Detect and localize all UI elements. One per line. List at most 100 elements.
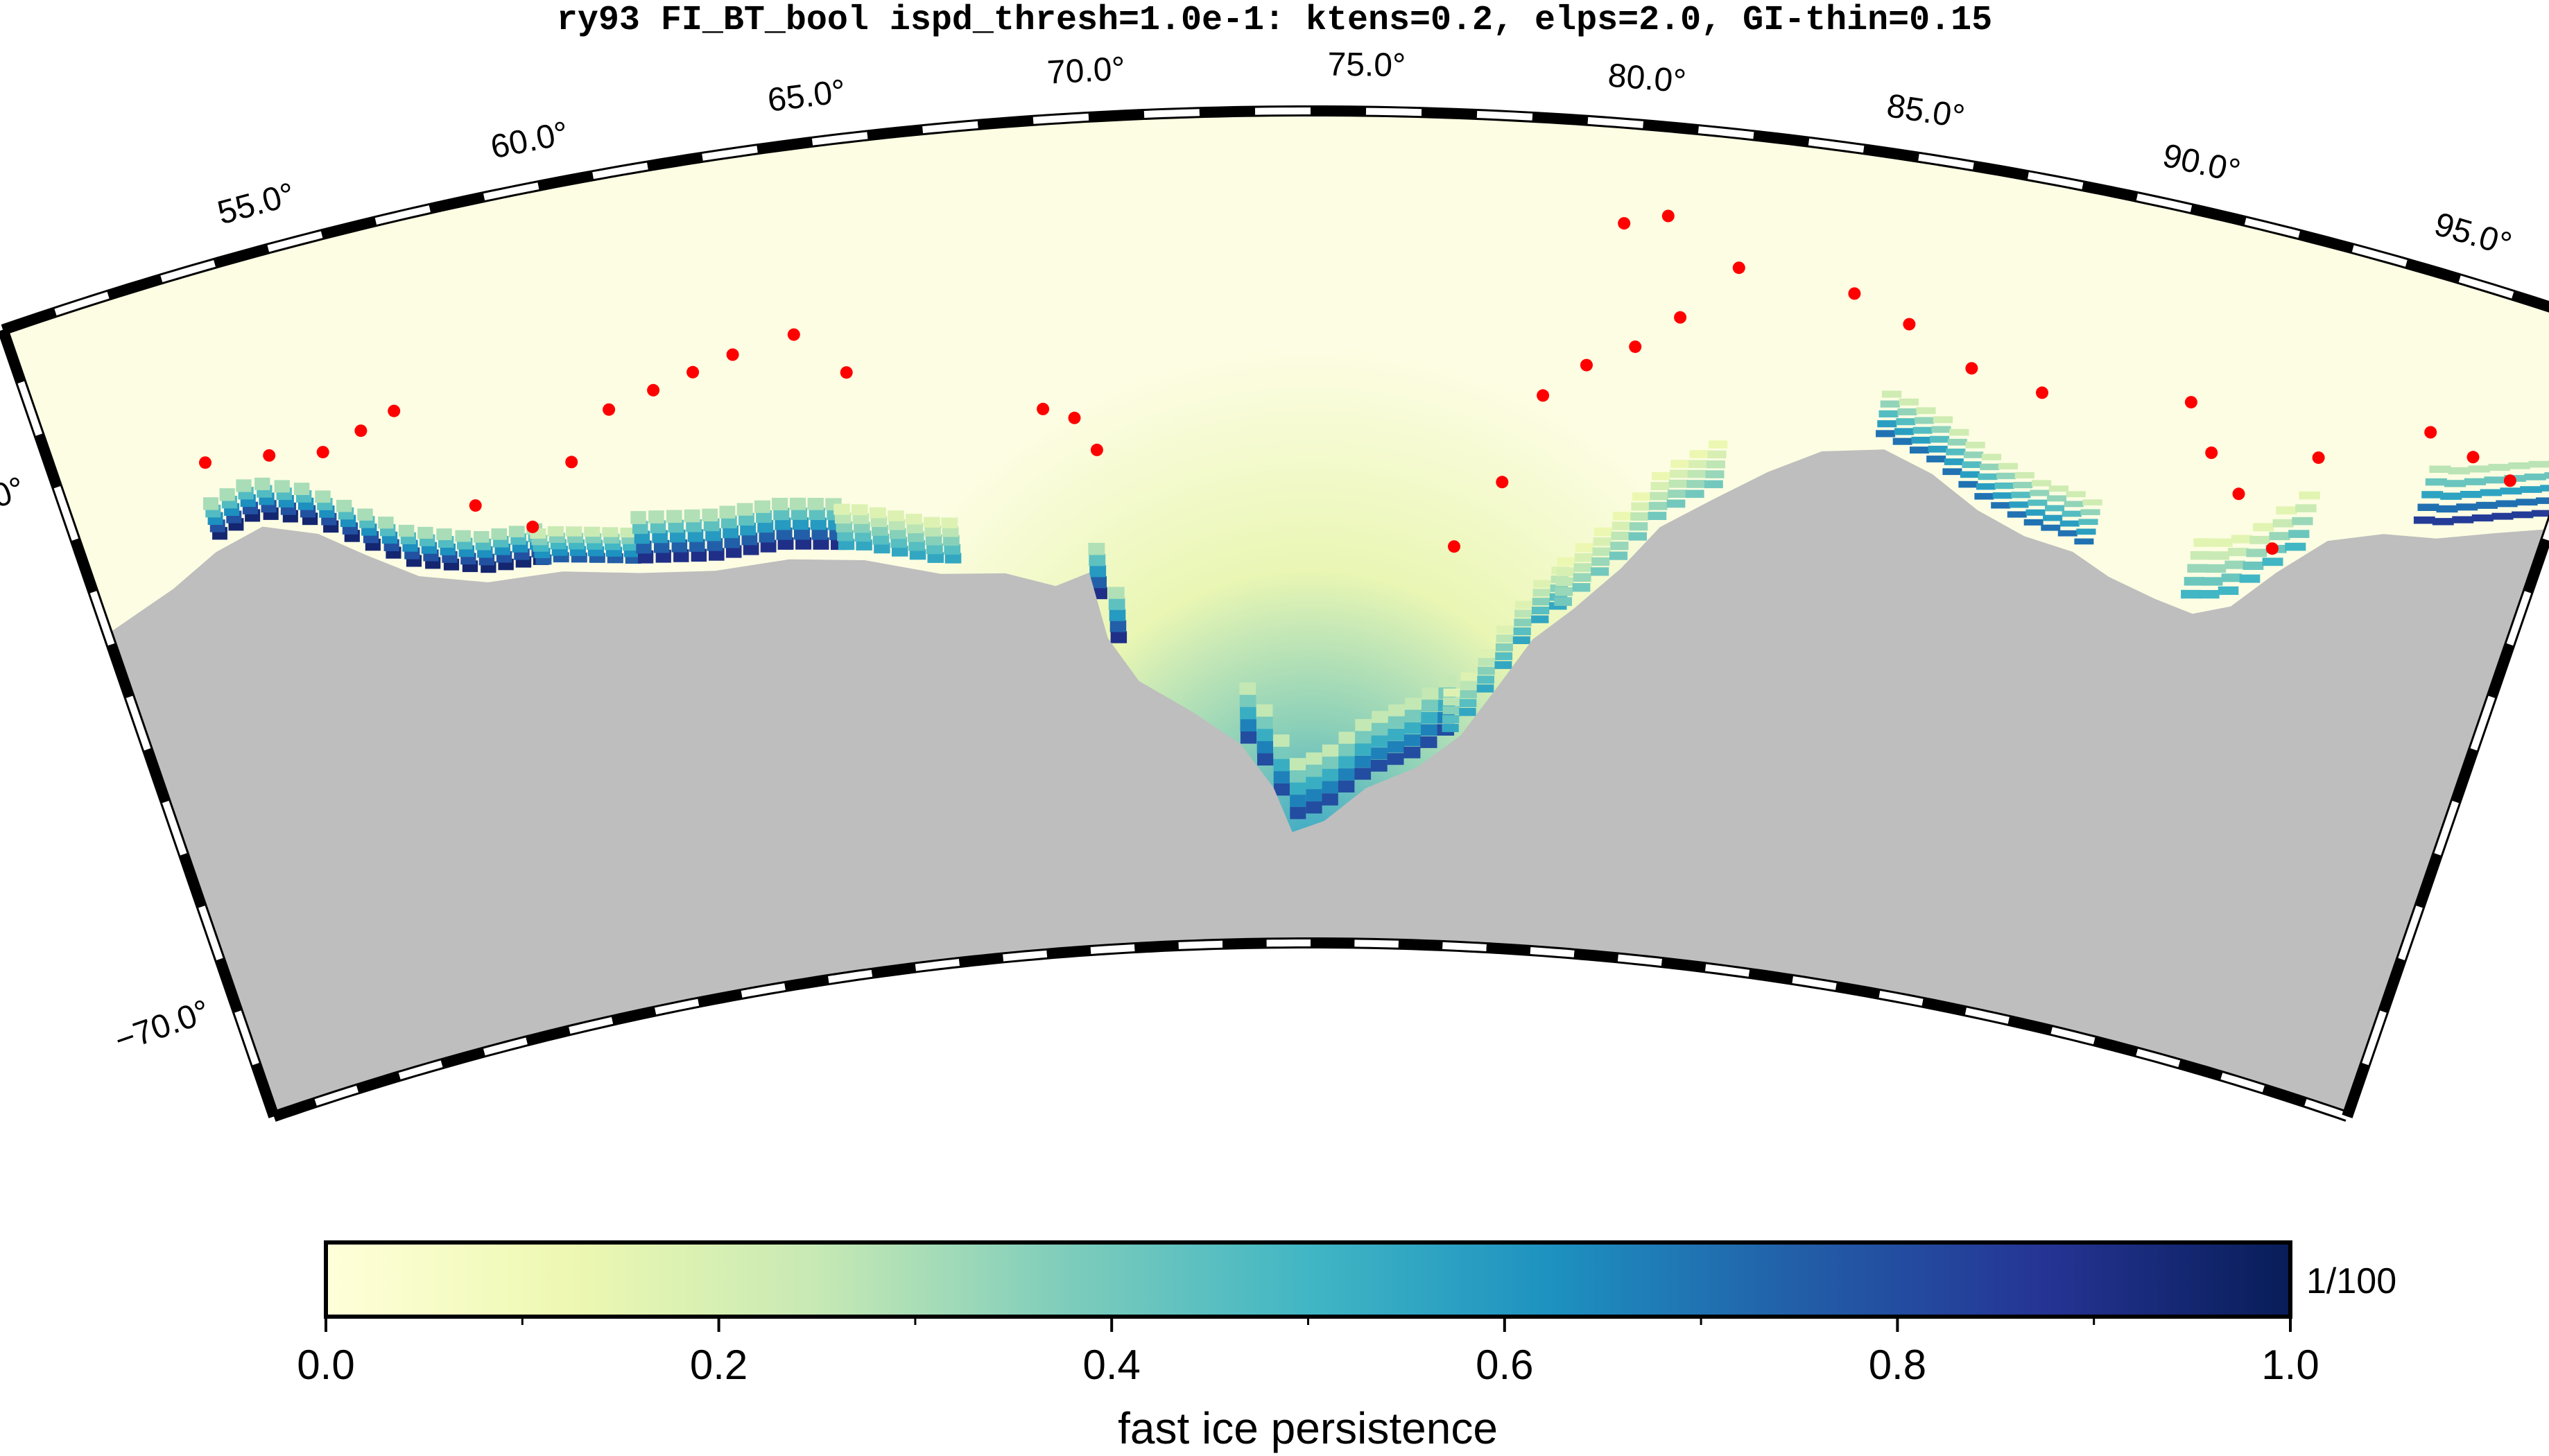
frame-arc-segment <box>273 1099 317 1120</box>
frame-arc-segment <box>1704 964 1750 977</box>
fast-ice-cell <box>2421 491 2444 499</box>
fast-ice-cell <box>2231 535 2252 544</box>
fast-ice-cell <box>1628 532 1647 541</box>
frame-arc-segment <box>1486 944 1531 954</box>
fast-ice-cell <box>1273 771 1290 783</box>
fast-ice-cell <box>1256 729 1273 741</box>
fast-ice-cell <box>1422 687 1440 700</box>
fast-ice-cell <box>2544 472 2549 479</box>
frame-side-segment <box>2344 1063 2369 1118</box>
fast-ice-cell <box>906 522 924 534</box>
fast-ice-cell <box>759 530 775 543</box>
fast-ice-cell <box>508 526 525 537</box>
fast-ice-cell <box>1495 643 1513 652</box>
frame-arc-segment <box>569 1016 614 1034</box>
frame-arc-segment <box>1088 111 1145 121</box>
fast-ice-cell <box>1354 768 1372 780</box>
fast-ice-cell <box>833 503 850 515</box>
fast-ice-cell <box>602 527 619 537</box>
fast-ice-cell <box>927 552 944 563</box>
fast-ice-cell <box>650 520 666 534</box>
fast-ice-cell <box>724 535 741 548</box>
latitude-tick-label: −70.0° <box>110 993 214 1059</box>
fast-ice-cell <box>942 526 959 537</box>
fast-ice-cell <box>1896 418 1916 426</box>
fast-ice-cell <box>924 526 941 537</box>
frame-arc-segment <box>1878 990 1924 1006</box>
fast-ice-cell <box>2269 532 2290 541</box>
fast-ice-cell <box>1557 557 1575 566</box>
fast-ice-cell <box>736 503 753 516</box>
grounded-iceberg-marker <box>840 366 853 379</box>
fast-ice-cell <box>1439 675 1456 687</box>
fast-ice-cell <box>776 527 793 540</box>
fast-ice-cell <box>1878 410 1899 417</box>
frame-arc-segment <box>1532 113 1589 124</box>
grounded-iceberg-marker <box>2312 451 2325 465</box>
fast-ice-cell <box>2500 487 2522 495</box>
frame-side-segment <box>17 381 43 436</box>
frame-arc-segment <box>483 1037 528 1056</box>
fast-ice-cell <box>1420 736 1437 748</box>
fast-ice-cell <box>1460 672 1478 681</box>
fast-ice-cell <box>668 519 684 533</box>
fast-ice-cell <box>1612 521 1631 530</box>
fast-ice-cell <box>1933 416 1953 424</box>
fast-ice-cell <box>1306 777 1322 790</box>
fast-ice-cell <box>1912 426 1933 434</box>
fast-ice-cell <box>773 508 790 521</box>
fast-ice-cell <box>398 524 415 537</box>
fast-ice-cell <box>1388 716 1405 729</box>
fast-ice-cell <box>1531 606 1550 615</box>
fast-ice-cell <box>648 510 664 523</box>
frame-arc-segment <box>2220 1073 2265 1093</box>
fast-ice-cell <box>417 526 433 539</box>
fast-ice-cell <box>673 549 689 562</box>
fast-ice-cell <box>547 526 564 537</box>
fast-ice-cell <box>760 539 777 553</box>
fast-ice-cell <box>2520 486 2542 493</box>
fast-ice-cell <box>1443 697 1460 706</box>
frame-arc-segment <box>1476 111 1533 121</box>
fast-ice-cell <box>2205 564 2227 573</box>
colorbar-tick-label: 0.6 <box>1476 1342 1533 1388</box>
fast-ice-cell <box>2184 577 2205 586</box>
longitude-tick-label: 75.0° <box>1327 46 1406 85</box>
fast-ice-cell <box>1322 744 1339 757</box>
frame-side-segment <box>53 485 79 541</box>
fast-ice-cell <box>2082 499 2102 505</box>
fast-ice-cell <box>1478 649 1496 657</box>
fast-ice-cell <box>1355 731 1372 743</box>
fast-ice-cell <box>2074 538 2094 545</box>
fast-ice-cell <box>944 553 962 564</box>
fast-ice-cell <box>925 535 942 546</box>
fast-ice-cell <box>1926 456 1946 462</box>
frame-arc-segment <box>1311 107 1367 115</box>
fast-ice-cell <box>203 497 218 510</box>
frame-arc-segment <box>107 275 163 299</box>
fast-ice-cell <box>357 508 373 521</box>
fast-ice-cell <box>1612 512 1632 521</box>
fast-ice-cell <box>1496 625 1514 634</box>
fast-ice-cell <box>1591 567 1609 576</box>
grounded-iceberg-marker <box>1537 389 1550 402</box>
fast-ice-cell <box>1892 437 1912 445</box>
fast-ice-cell <box>1629 522 1648 531</box>
frame-arc-segment <box>526 1027 571 1045</box>
fast-ice-cell <box>2484 476 2506 484</box>
fast-ice-cell <box>2062 510 2082 517</box>
fast-ice-cell <box>1442 715 1460 724</box>
fast-ice-cell <box>1495 652 1513 661</box>
frame-arc-segment <box>1046 947 1091 957</box>
fast-ice-cell <box>907 531 924 542</box>
fast-ice-cell <box>1290 770 1306 783</box>
fast-ice-cell <box>2524 474 2546 480</box>
fast-ice-cell <box>888 519 906 530</box>
fast-ice-cell <box>2011 492 2031 499</box>
grounded-iceberg-marker <box>469 499 482 512</box>
fast-ice-cell <box>1574 553 1593 562</box>
grounded-iceberg-marker <box>2184 396 2197 409</box>
fast-ice-cell <box>1996 472 2016 480</box>
frame-arc-segment <box>54 291 110 315</box>
fast-ice-cell <box>2262 557 2283 566</box>
